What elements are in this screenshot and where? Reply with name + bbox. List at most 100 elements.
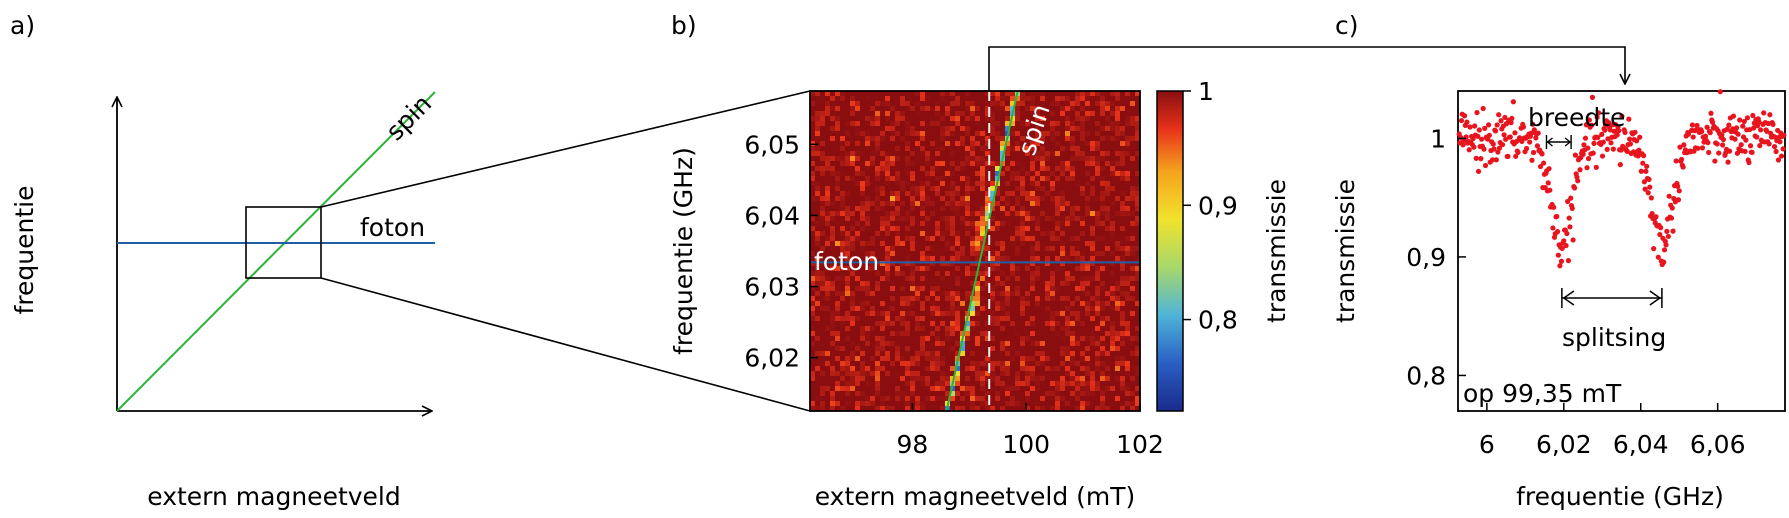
heatmap-cell	[1030, 176, 1036, 182]
heatmap-cell	[880, 96, 886, 102]
heatmap-cell	[1030, 156, 1036, 162]
heatmap-cell	[995, 126, 1001, 132]
heatmap-cell	[1035, 201, 1041, 207]
heatmap-cell	[1030, 381, 1036, 387]
heatmap-cell	[1080, 321, 1086, 327]
heatmap-cell	[915, 96, 921, 102]
heatmap-cell	[1030, 91, 1036, 97]
data-point	[1582, 135, 1589, 141]
heatmap-cell	[1045, 101, 1051, 107]
heatmap-cell	[1010, 396, 1016, 402]
heatmap-cell	[920, 101, 926, 107]
heatmap-cell	[925, 171, 931, 177]
heatmap-cell	[990, 371, 996, 377]
heatmap-cell	[1085, 206, 1091, 212]
heatmap-cell	[980, 186, 986, 192]
heatmap-cell	[885, 236, 891, 242]
heatmap-cell	[1015, 336, 1021, 342]
heatmap-cell	[1005, 381, 1011, 387]
heatmap-cell	[995, 291, 1001, 297]
heatmap-cell	[925, 281, 931, 287]
heatmap-cell	[910, 261, 916, 267]
heatmap-cell	[920, 406, 926, 411]
heatmap-cell	[1130, 266, 1136, 272]
heatmap-cell	[1050, 131, 1056, 137]
heatmap-cell	[1010, 341, 1016, 347]
heatmap-cell	[1025, 306, 1031, 312]
heatmap-cell	[1060, 306, 1066, 312]
data-point	[1595, 134, 1601, 140]
heatmap-cell	[810, 231, 816, 237]
heatmap-cell	[895, 221, 901, 227]
heatmap-cell	[915, 311, 921, 317]
heatmap-cell	[1110, 211, 1116, 217]
data-point	[1527, 139, 1533, 145]
heatmap-cell	[830, 121, 836, 127]
heatmap-cell	[815, 246, 821, 252]
heatmap-cell	[1030, 111, 1036, 117]
heatmap-cell	[825, 111, 831, 117]
heatmap-cell	[865, 381, 871, 387]
heatmap-cell	[1050, 176, 1056, 182]
heatmap-cell	[1120, 311, 1126, 317]
heatmap-cell	[1110, 316, 1116, 322]
heatmap-cell	[865, 396, 871, 402]
heatmap-cell	[1130, 361, 1136, 367]
heatmap-cell	[815, 231, 821, 237]
heatmap-cell	[935, 241, 941, 247]
heatmap-cell	[940, 196, 946, 202]
heatmap-cell	[1015, 106, 1021, 112]
heatmap-cell	[1070, 211, 1076, 217]
heatmap-cell	[1060, 281, 1066, 287]
heatmap-cell	[1035, 321, 1041, 327]
heatmap-cell	[995, 301, 1001, 307]
heatmap-cell	[925, 246, 931, 252]
heatmap-cell	[1120, 181, 1126, 187]
heatmap-cell	[1095, 256, 1101, 262]
data-point	[1647, 184, 1653, 190]
heatmap-cell	[1080, 136, 1086, 142]
heatmap-cell	[930, 316, 936, 322]
heatmap-cell	[1035, 161, 1041, 167]
heatmap-cell	[850, 316, 856, 322]
heatmap-cell	[835, 106, 841, 112]
heatmap-cell	[950, 266, 956, 272]
heatmap-cell	[1075, 136, 1081, 142]
heatmap-cell	[985, 181, 991, 187]
heatmap-cell	[1105, 206, 1111, 212]
heatmap-cell	[1040, 176, 1046, 182]
heatmap-cell	[1130, 121, 1136, 127]
heatmap-cell	[875, 106, 881, 112]
heatmap-cell	[1110, 376, 1116, 382]
heatmap-cell	[1040, 96, 1046, 102]
heatmap-cell	[880, 401, 886, 407]
heatmap-cell	[1085, 161, 1091, 167]
heatmap-cell	[825, 391, 831, 397]
heatmap-cell	[925, 286, 931, 292]
heatmap-cell	[985, 361, 991, 367]
heatmap-cell	[1100, 381, 1106, 387]
heatmap-cell	[860, 146, 866, 152]
heatmap-cell	[960, 246, 966, 252]
heatmap-cell	[965, 176, 971, 182]
heatmap-cell	[825, 351, 831, 357]
heatmap-cell	[1040, 191, 1046, 197]
heatmap-cell	[875, 241, 881, 247]
heatmap-cell	[875, 336, 881, 342]
heatmap-cell	[1085, 291, 1091, 297]
heatmap-cell	[1065, 331, 1071, 337]
heatmap-cell	[1105, 251, 1111, 257]
heatmap-cell	[1115, 216, 1121, 222]
heatmap-cell	[905, 231, 911, 237]
heatmap-cell	[990, 311, 996, 317]
heatmap-cell	[965, 386, 971, 392]
heatmap-cell	[1130, 146, 1136, 152]
heatmap-cell	[1050, 171, 1056, 177]
heatmap-cell	[820, 221, 826, 227]
heatmap-cell	[1110, 146, 1116, 152]
data-point	[1775, 157, 1782, 163]
heatmap-cell	[855, 186, 861, 192]
data-point	[1507, 134, 1513, 140]
heatmap-cell	[830, 126, 836, 132]
heatmap-cell	[1105, 331, 1111, 337]
